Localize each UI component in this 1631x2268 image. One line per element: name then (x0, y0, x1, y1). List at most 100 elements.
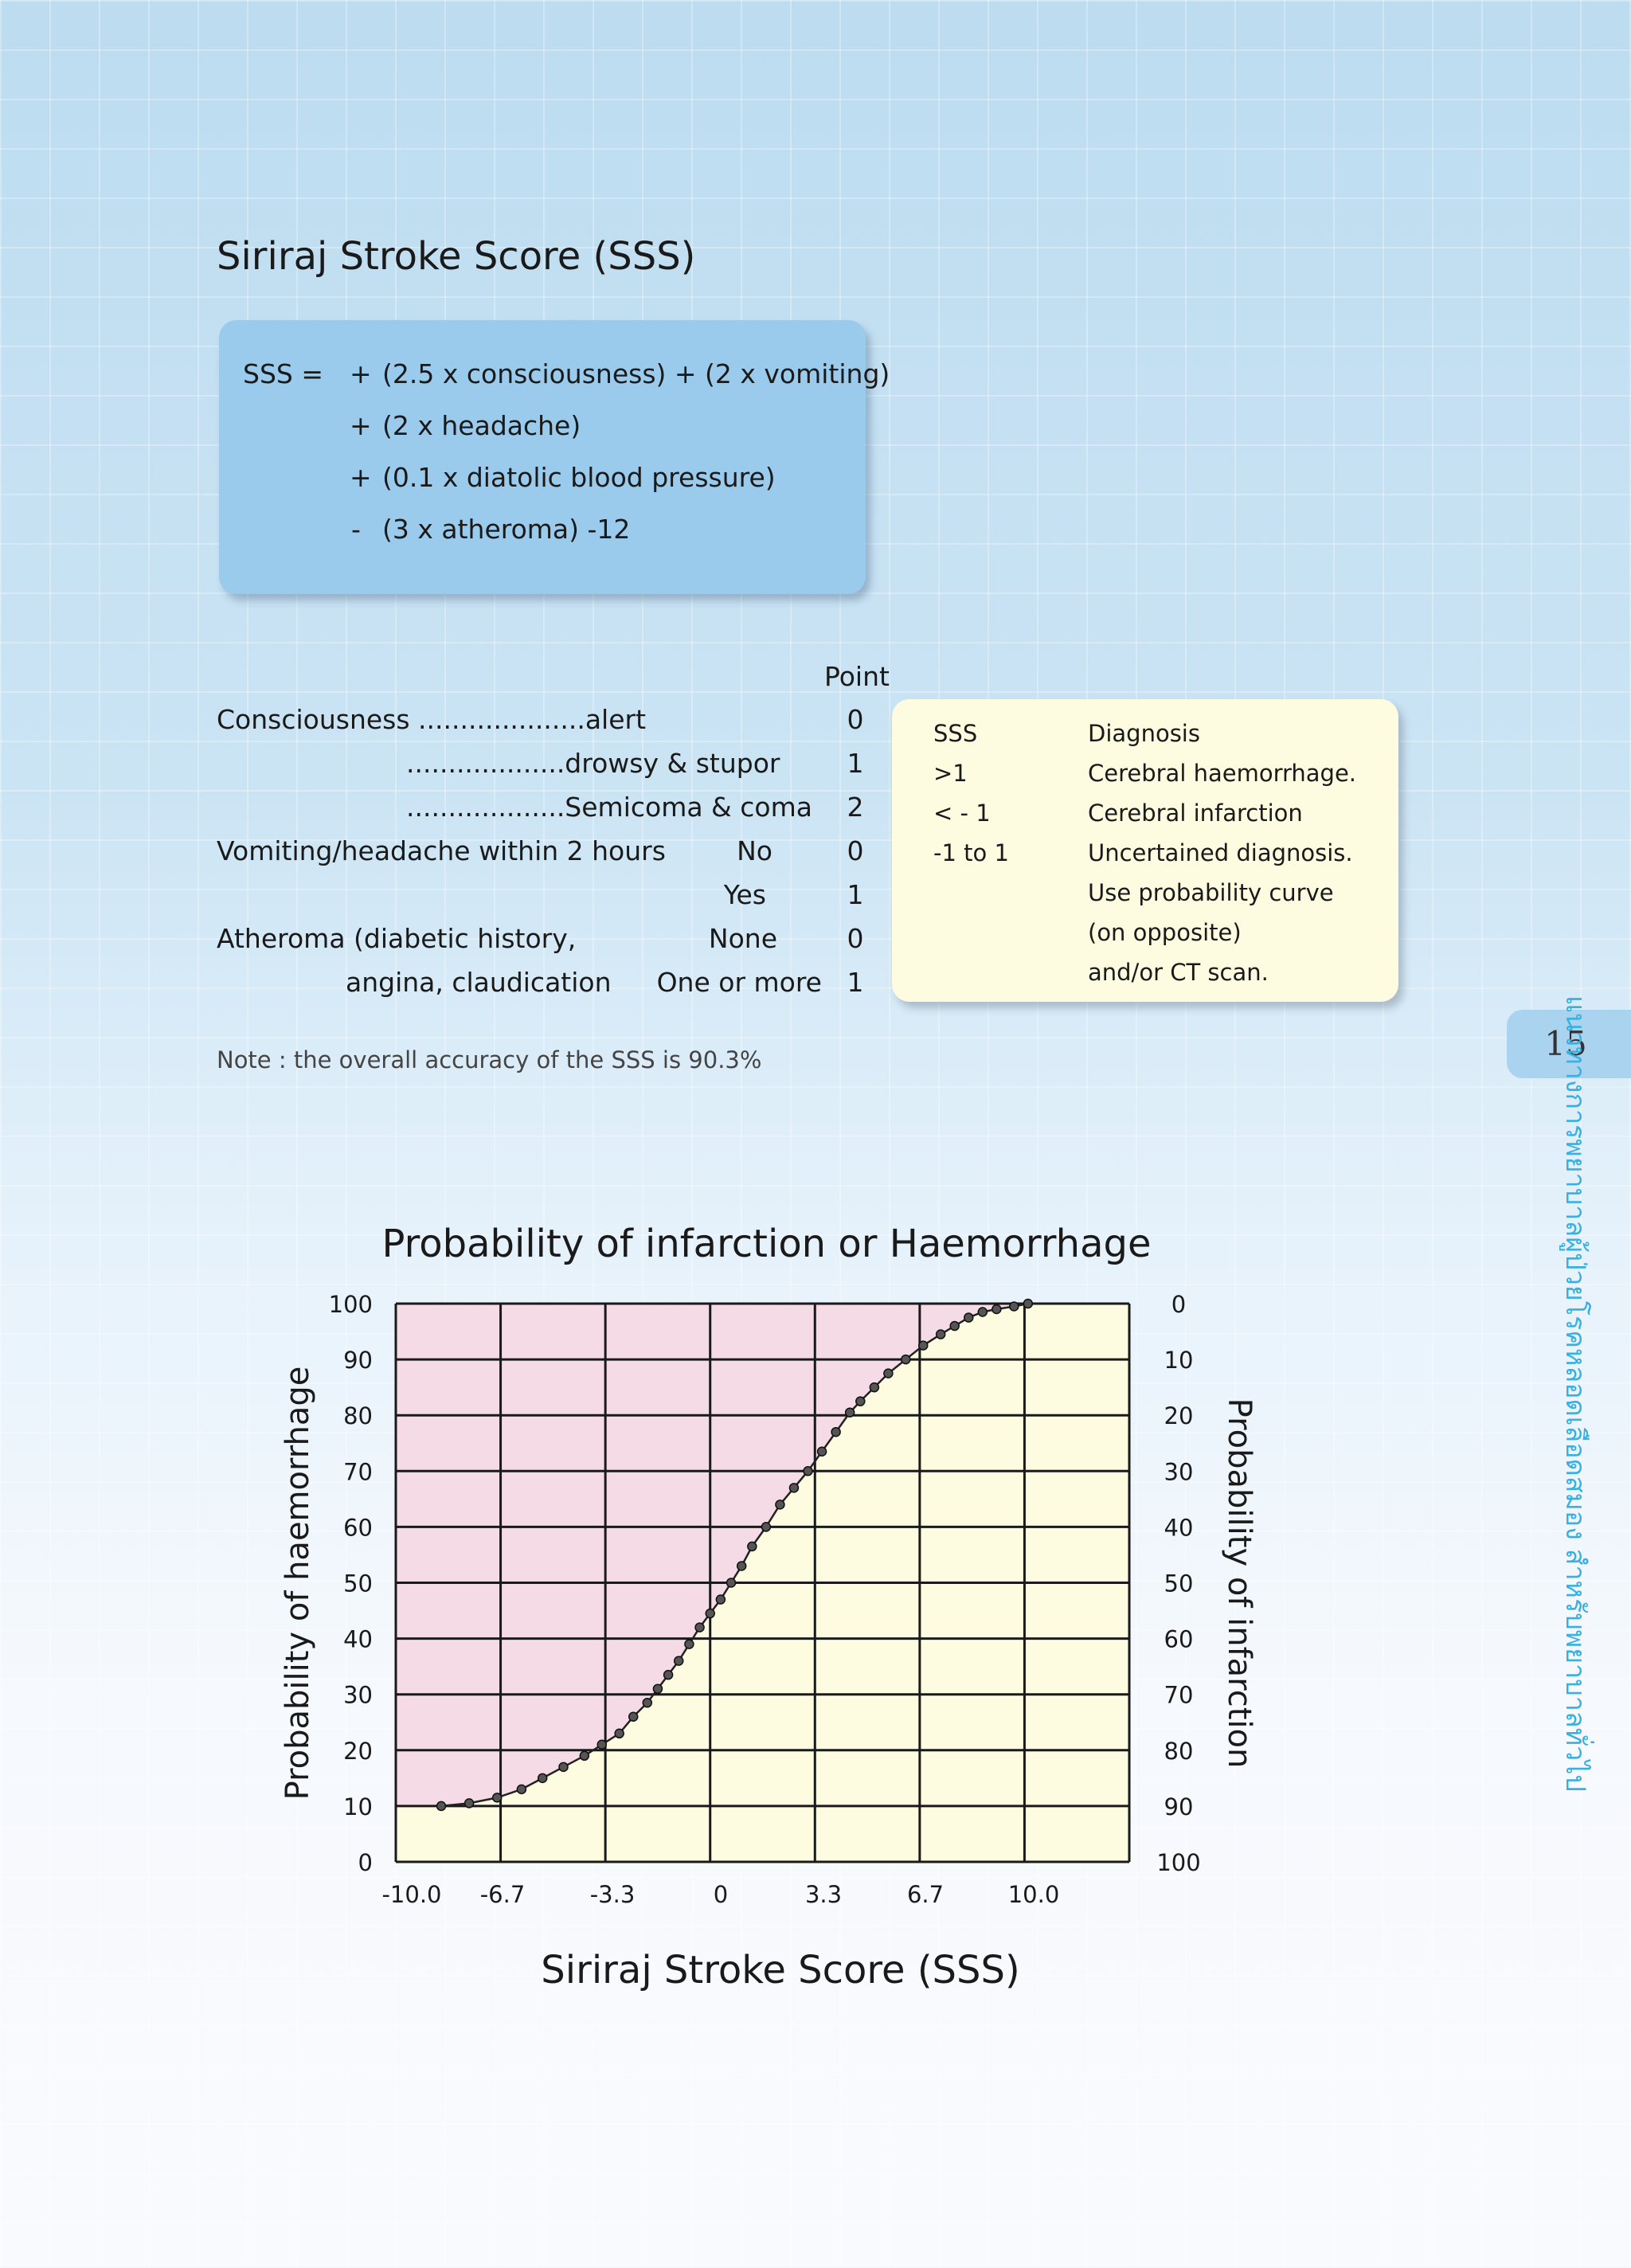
x-tick-label: 6.7 (907, 1881, 944, 1908)
page-title: Siriraj Stroke Score (SSS) (217, 234, 696, 279)
y-tick-label-right: 40 (1164, 1514, 1194, 1541)
page-number-tab (1507, 1010, 1631, 1078)
data-point (726, 1578, 737, 1588)
y-tick-label-right: 10 (1164, 1347, 1194, 1374)
data-point (694, 1622, 705, 1633)
diagnosis-sss: < - 1 (933, 800, 991, 827)
accuracy-note: Note : the overall accuracy of the SSS i… (217, 1046, 762, 1073)
y-tick-label-right: 20 (1164, 1402, 1194, 1429)
diagnosis-text: Use probability curve (1088, 879, 1334, 906)
data-point (491, 1793, 503, 1803)
diagnosis-text: Cerebral infarction (1088, 800, 1303, 827)
data-point (935, 1329, 946, 1339)
criteria-point: 1 (847, 967, 864, 998)
formula-lead: SSS = (243, 358, 323, 389)
criteria-point: 0 (847, 923, 864, 954)
data-point (673, 1656, 684, 1666)
criteria-point: 0 (847, 704, 864, 735)
formula-sign: + (350, 462, 372, 493)
data-point (652, 1683, 663, 1694)
data-point (855, 1396, 866, 1406)
data-point (977, 1307, 988, 1317)
criteria-option: No (737, 835, 772, 866)
data-point (614, 1728, 624, 1739)
data-point (579, 1750, 590, 1762)
y-tick-label-right: 70 (1164, 1682, 1194, 1709)
data-point (901, 1354, 911, 1365)
data-point (436, 1801, 447, 1812)
data-point (715, 1594, 726, 1605)
x-tick-label: -10.0 (381, 1881, 441, 1908)
page-number: 15 (1544, 1024, 1587, 1063)
formula-term: (3 x atheroma) -12 (382, 514, 631, 545)
series-line (440, 1302, 1029, 1808)
y-tick-label-left: 20 (343, 1738, 373, 1765)
data-point (558, 1762, 569, 1773)
criteria-option: None (708, 923, 777, 954)
data-point (844, 1407, 855, 1418)
data-point (775, 1500, 785, 1510)
x-tick-label: 0 (714, 1881, 728, 1908)
data-point (949, 1320, 960, 1331)
criteria-option: Yes (723, 879, 766, 910)
diagnosis-box: SSS Diagnosis >1 Cerebral haemorrhage. <… (892, 699, 1398, 1002)
data-point (869, 1382, 880, 1393)
y-tick-label-right: 30 (1164, 1458, 1194, 1485)
data-point (747, 1541, 757, 1552)
data-point (628, 1711, 639, 1722)
diagnosis-text: and/or CT scan. (1088, 959, 1269, 986)
diagnosis-header: Diagnosis (1088, 720, 1200, 747)
chart-title: Probability of infarction or Haemorrhage (382, 1222, 1152, 1266)
criteria-label: ...................drowsy & stupor (406, 748, 780, 779)
data-point (516, 1784, 527, 1795)
data-point (463, 1798, 475, 1809)
y-tick-label-left: 30 (343, 1682, 373, 1709)
criteria-label: Vomiting/headache within 2 hours (217, 835, 666, 866)
data-point (1009, 1301, 1019, 1312)
data-point (831, 1426, 841, 1437)
criteria-point: 1 (847, 879, 864, 910)
diagnosis-text: Cerebral haemorrhage. (1088, 760, 1357, 787)
y-tick-label-left: 60 (343, 1514, 373, 1541)
diagnosis-text: Uncertained diagnosis. (1088, 839, 1353, 866)
y-tick-label-left: 40 (343, 1626, 373, 1653)
y-tick-label-right: 100 (1156, 1849, 1200, 1876)
data-point (736, 1561, 747, 1571)
y-axis-title-left: Probability of haemorrhage (280, 1367, 316, 1801)
y-tick-label-left: 90 (343, 1347, 373, 1374)
x-tick-label: 3.3 (805, 1881, 842, 1908)
y-tick-label-left: 70 (343, 1458, 373, 1485)
formula-sign: - (351, 514, 361, 545)
data-point (803, 1466, 813, 1476)
y-tick-label-left: 10 (343, 1793, 373, 1820)
chart-text: Probability of infarction or Haemorrhage… (280, 1222, 1257, 1992)
formula-term: (0.1 x diatolic blood pressure) (382, 462, 776, 493)
x-axis-title: Siriraj Stroke Score (SSS) (541, 1948, 1019, 1992)
formula-term: (2.5 x consciousness) + (2 x vomiting) (382, 358, 890, 389)
haemorrhage-region (396, 1304, 1028, 1806)
chart-curve (436, 1298, 1034, 1812)
criteria-point: 1 (847, 748, 864, 779)
y-tick-label-right: 80 (1164, 1738, 1194, 1765)
data-point (537, 1773, 548, 1784)
y-tick-label-right: 0 (1171, 1291, 1186, 1318)
data-point (816, 1446, 827, 1457)
criteria-point: 0 (847, 835, 864, 866)
diagnosis-sss: >1 (933, 760, 968, 787)
y-tick-label-right: 60 (1164, 1626, 1194, 1653)
formula-box: SSS = + (2.5 x consciousness) + (2 x vom… (219, 320, 890, 594)
data-point (596, 1739, 608, 1750)
formula-term: (2 x headache) (382, 410, 581, 441)
diagnosis-text: (on opposite) (1088, 919, 1242, 946)
data-point (1023, 1298, 1034, 1309)
y-tick-label-left: 100 (329, 1291, 373, 1318)
criteria-label: angina, claudication (346, 967, 612, 998)
data-point (917, 1340, 929, 1351)
data-point (684, 1639, 694, 1649)
data-point (964, 1312, 974, 1323)
y-tick-label-right: 90 (1164, 1793, 1194, 1820)
y-tick-label-left: 50 (343, 1570, 373, 1597)
data-point (663, 1669, 674, 1680)
data-point (788, 1483, 800, 1493)
